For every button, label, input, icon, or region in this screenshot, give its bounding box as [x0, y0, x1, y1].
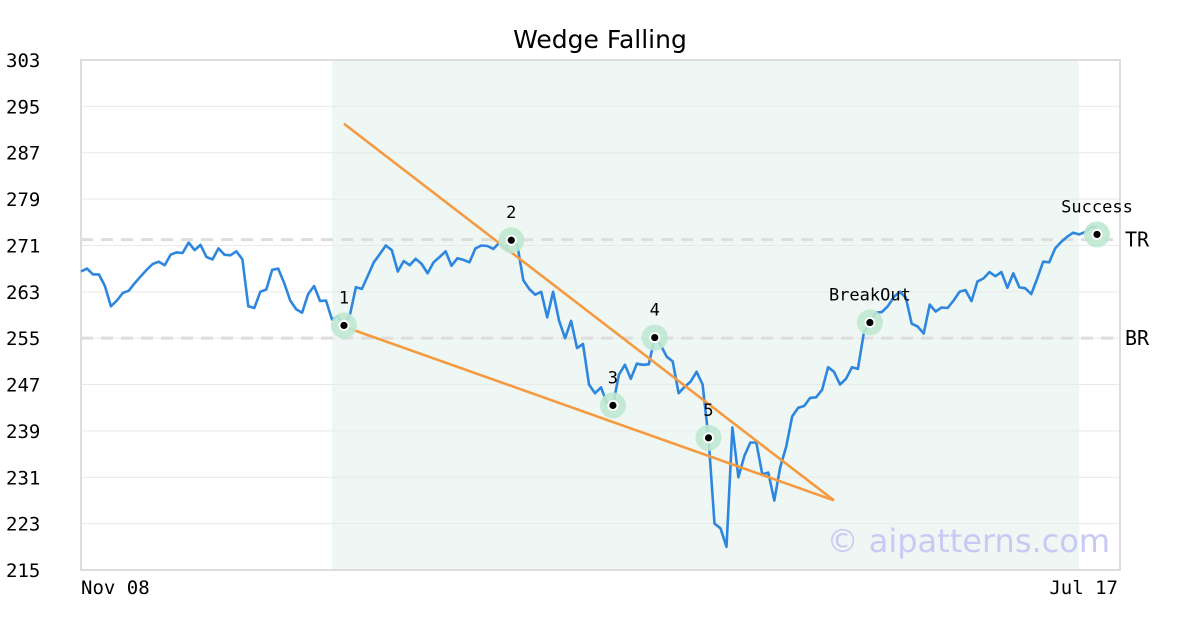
- y-tick-label: 303: [6, 50, 40, 72]
- watermark: © aipatterns.com: [827, 522, 1110, 560]
- y-tick-label: 263: [6, 282, 40, 304]
- point-marker: [651, 334, 659, 342]
- trendline: [343, 325, 835, 502]
- point-marker: [340, 321, 348, 330]
- point-label: 4: [650, 301, 660, 321]
- y-tick-label: 215: [6, 560, 40, 582]
- y-tick-label: 223: [6, 514, 40, 536]
- level-label: BR: [1125, 326, 1150, 350]
- y-tick-label: 271: [6, 235, 40, 257]
- point-marker: [704, 434, 713, 442]
- point-label: 2: [506, 203, 516, 223]
- point-marker: [507, 236, 515, 244]
- x-tick-label: Nov 08: [81, 577, 150, 599]
- y-tick-label: 231: [6, 467, 40, 489]
- price-line: [80, 225, 1098, 549]
- point-marker: [609, 401, 617, 410]
- trendline: [343, 122, 835, 502]
- pattern-region: [332, 60, 1080, 570]
- point-label: 3: [608, 368, 618, 388]
- y-tick-label: 255: [6, 328, 40, 350]
- level-label: TR: [1125, 228, 1150, 252]
- point-label: 5: [703, 401, 713, 421]
- point-marker: [866, 318, 874, 327]
- plot-frame: [80, 59, 1121, 571]
- y-tick-label: 287: [6, 143, 40, 165]
- y-tick-label: 247: [6, 375, 40, 397]
- point-label: Success: [1061, 197, 1133, 217]
- plot-area: 303295287279271263255247239231223215Nov …: [6, 50, 1150, 599]
- point-label: 1: [339, 288, 349, 308]
- y-tick-label: 295: [6, 96, 40, 118]
- y-tick-label: 279: [6, 189, 40, 211]
- chart-title: Wedge Falling: [513, 25, 687, 54]
- y-tick-label: 239: [6, 421, 40, 443]
- point-marker: [1093, 230, 1101, 239]
- x-tick-label: Jul 17: [1049, 577, 1118, 599]
- point-label: BreakOut: [829, 286, 911, 306]
